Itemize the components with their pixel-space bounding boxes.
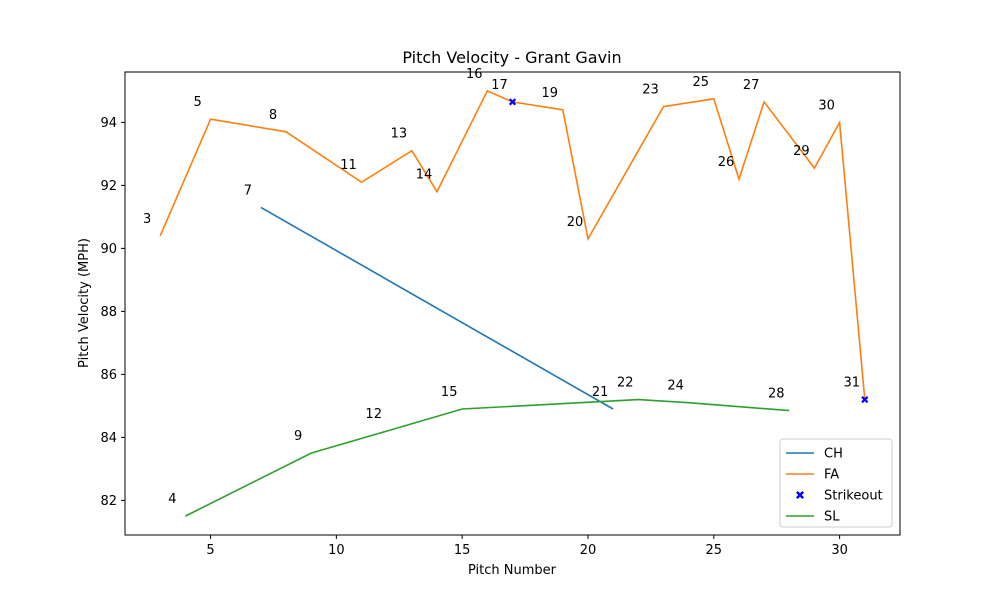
legend-label-sl: SL <box>824 510 840 525</box>
y-tick-label: 92 <box>100 179 117 194</box>
legend-swatch-strikeout <box>796 491 804 499</box>
legend-label-strikeout: Strikeout <box>824 489 883 504</box>
point-label: 13 <box>391 127 408 142</box>
point-label: 4 <box>168 492 176 507</box>
x-tick-label: 10 <box>328 543 345 558</box>
point-label: 3 <box>143 212 151 227</box>
x-tick-label: 5 <box>206 543 214 558</box>
point-label: 9 <box>294 429 302 444</box>
strikeout-marker <box>508 98 517 106</box>
point-label: 22 <box>617 376 634 391</box>
y-axis-title: Pitch Velocity (MPH) <box>77 238 92 368</box>
point-label: 11 <box>340 158 357 173</box>
chart-title: Pitch Velocity - Grant Gavin <box>402 48 621 67</box>
legend-label-fa: FA <box>824 468 839 483</box>
point-label: 12 <box>365 407 382 422</box>
point-label: 31 <box>844 376 861 391</box>
point-label: 8 <box>269 108 277 123</box>
y-tick-label: 82 <box>100 494 117 509</box>
point-label: 16 <box>466 67 483 82</box>
point-label: 21 <box>592 385 609 400</box>
point-label: 17 <box>491 78 508 93</box>
series-line-ch <box>260 206 614 410</box>
x-axis-title: Pitch Number <box>468 563 557 578</box>
legend-label-ch: CH <box>824 447 843 462</box>
plot-area: 7213581113141617192023252627293031491215… <box>100 67 901 558</box>
point-label: 29 <box>793 144 810 159</box>
point-label: 26 <box>718 155 735 170</box>
point-label: 28 <box>768 387 785 402</box>
point-label: 20 <box>567 215 584 230</box>
series-line-sl <box>185 398 790 517</box>
x-tick-label: 20 <box>580 543 597 558</box>
legend-box <box>779 438 893 528</box>
point-label: 7 <box>244 183 252 198</box>
x-tick-label: 25 <box>706 543 723 558</box>
point-label: 24 <box>667 379 684 394</box>
x-tick-label: 30 <box>831 543 848 558</box>
point-label: 5 <box>193 95 201 110</box>
y-tick-label: 86 <box>100 368 117 383</box>
point-label: 25 <box>693 75 710 90</box>
point-label: 27 <box>743 78 760 93</box>
series-line-fa <box>159 89 866 400</box>
x-tick-label: 15 <box>454 543 471 558</box>
y-tick-label: 88 <box>100 305 117 320</box>
point-label: 14 <box>416 168 433 183</box>
y-tick-label: 90 <box>100 242 117 257</box>
point-label: 15 <box>441 385 458 400</box>
axes-frame <box>124 71 901 536</box>
y-tick-label: 84 <box>100 431 117 446</box>
strikeout-marker <box>861 395 869 404</box>
point-label: 23 <box>642 83 659 98</box>
y-tick-label: 94 <box>100 116 117 131</box>
point-label: 30 <box>818 98 835 113</box>
legend: CH FA Strikeout SL <box>779 438 893 528</box>
point-label: 19 <box>542 86 559 101</box>
